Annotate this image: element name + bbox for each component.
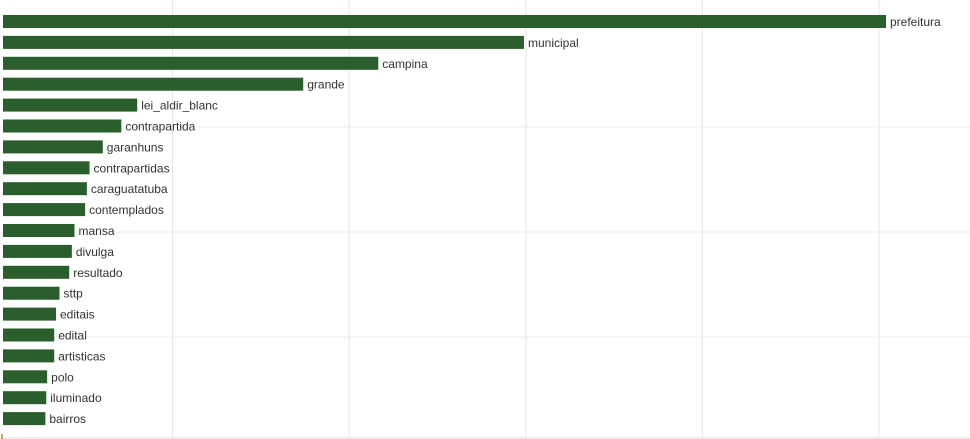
bar-label-resultado: resultado [73,266,123,280]
bar-bairros[interactable] [3,412,46,426]
bar-label-municipal: municipal [528,36,579,50]
bar-label-lei_aldir_blanc: lei_aldir_blanc [141,99,218,113]
bar-label-artisticas: artisticas [58,349,105,363]
bar-campina[interactable] [3,56,379,70]
bar-label-prefeitura: prefeitura [890,15,941,29]
bar-contemplados[interactable] [3,203,86,217]
bar-label-polo: polo [51,370,74,384]
bar-contrapartida[interactable] [3,119,122,133]
bar-label-contrapartida: contrapartida [125,120,195,134]
bar-editais[interactable] [3,307,56,321]
bar-divulga[interactable] [3,244,72,258]
bar-grande[interactable] [3,77,304,91]
bar-label-edital: edital [58,329,87,343]
bars [3,15,886,426]
bar-artisticas[interactable] [3,349,55,363]
bar-contrapartidas[interactable] [3,161,90,175]
bar-sttp[interactable] [3,286,60,300]
bar-label-campina: campina [382,57,428,71]
bar-labels: prefeitura municipal campina grande lei_aldi… [49,15,941,426]
bar-municipal[interactable] [3,35,524,49]
bar-label-contemplados: contemplados [89,203,164,217]
bar-caraguatatuba[interactable] [3,182,87,196]
bar-label-divulga: divulga [76,245,114,259]
bar-label-sttp: sttp [64,287,84,301]
bar-lei_aldir_blanc[interactable] [3,98,138,112]
bar-polo[interactable] [3,370,48,384]
bar-label-caraguatatuba: caraguatatuba [91,182,168,196]
bar-mansa[interactable] [3,224,75,237]
bar-prefeitura[interactable] [3,15,886,28]
bar-garanhuns[interactable] [3,140,103,154]
bar-label-grande: grande [307,78,345,92]
bar-label-garanhuns: garanhuns [107,140,164,154]
bar-label-iluminado: iluminado [50,391,102,405]
bar-iluminado[interactable] [3,391,47,405]
bar-label-mansa: mansa [79,224,115,238]
bar-label-editais: editais [60,308,95,322]
bar-label-contrapartidas: contrapartidas [94,161,170,175]
bar-resultado[interactable] [3,265,70,279]
bar-edital[interactable] [3,328,55,342]
bar-label-bairros: bairros [49,412,86,426]
